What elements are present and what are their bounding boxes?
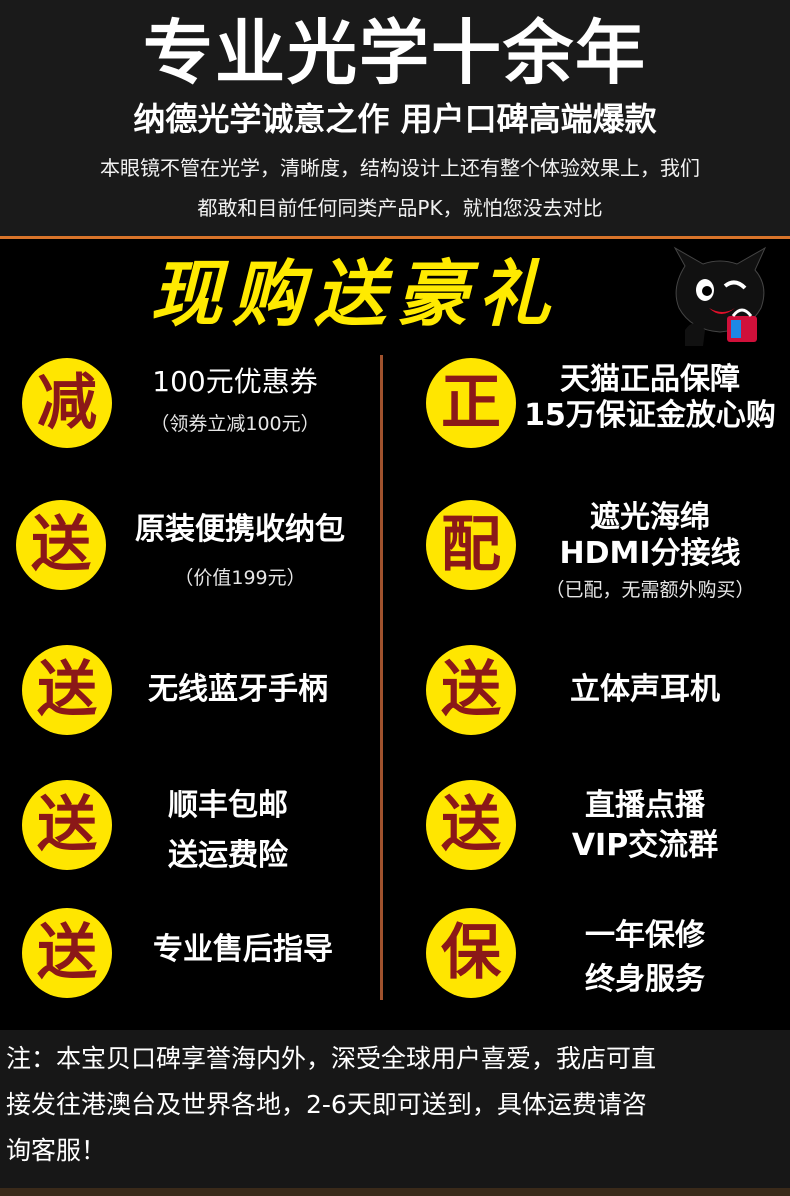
note-line-1: 注：本宝贝口碑享誉海内外，深受全球用户喜爱，我店可直 bbox=[6, 1044, 657, 1073]
desc-line-2: 都敢和目前任何同类产品PK，就怕您没去对比 bbox=[197, 196, 603, 220]
badge-included: 配 bbox=[426, 500, 516, 590]
bottom-edge bbox=[0, 1188, 790, 1196]
tmall-cat-icon bbox=[673, 246, 767, 346]
coupon-title: 100元优惠券 bbox=[152, 365, 318, 398]
page-subtitle: 纳德光学诚意之作 用户口碑高端爆款 bbox=[133, 100, 657, 138]
bag-note: （价值199元） bbox=[174, 567, 306, 589]
genuine-title: 天猫正品保障 bbox=[560, 362, 740, 397]
note-line-3: 询客服！ bbox=[6, 1136, 107, 1165]
hdmi-title: HDMI分接线 bbox=[559, 536, 741, 571]
badge-gift-5: 送 bbox=[426, 645, 516, 735]
badge-gift-3: 送 bbox=[22, 780, 112, 870]
badge-warranty: 保 bbox=[426, 908, 516, 998]
controller-title: 无线蓝牙手柄 bbox=[148, 672, 328, 707]
shipping-title: 顺丰包邮 bbox=[168, 788, 288, 823]
column-divider bbox=[380, 355, 383, 1000]
service-title: 终身服务 bbox=[585, 962, 705, 997]
badge-gift-1: 送 bbox=[16, 500, 106, 590]
vip-title: VIP交流群 bbox=[571, 828, 719, 863]
coupon-note: （领券立减100元） bbox=[150, 413, 320, 435]
note-text: 注：本宝贝口碑享誉海内外，深受全球用户喜爱，我店可直 接发往港澳台及世界各地，2… bbox=[6, 1036, 786, 1174]
included-note: （已配，无需额外购买） bbox=[545, 579, 755, 601]
desc-line-1: 本眼镜不管在光学，清晰度，结构设计上还有整个体验效果上，我们 bbox=[100, 156, 700, 180]
warranty-title: 一年保修 bbox=[585, 918, 705, 953]
earphone-title: 立体声耳机 bbox=[570, 672, 720, 707]
note-line-2: 接发往港澳台及世界各地，2-6天即可送到，具体运费请咨 bbox=[6, 1090, 647, 1119]
gift-title: 现购送豪礼 bbox=[150, 251, 561, 336]
header-band bbox=[0, 0, 790, 236]
badge-gift-2: 送 bbox=[22, 645, 112, 735]
sponge-title: 遮光海绵 bbox=[590, 500, 710, 535]
bag-title: 原装便携收纳包 bbox=[135, 512, 345, 547]
aftersales-title: 专业售后指导 bbox=[153, 932, 333, 967]
genuine-deposit: 15万保证金放心购 bbox=[524, 398, 776, 433]
badge-genuine: 正 bbox=[426, 358, 516, 448]
header-description: 本眼镜不管在光学，清晰度，结构设计上还有整个体验效果上，我们 都敢和目前任何同类… bbox=[30, 148, 770, 228]
badge-gift-6: 送 bbox=[426, 780, 516, 870]
badge-gift-4: 送 bbox=[22, 908, 112, 998]
shipping-insurance: 送运费险 bbox=[168, 838, 288, 873]
badge-reduce: 减 bbox=[22, 358, 112, 448]
note-band bbox=[0, 1030, 790, 1188]
divider-line bbox=[0, 236, 790, 239]
live-title: 直播点播 bbox=[585, 788, 705, 823]
page-title: 专业光学十余年 bbox=[143, 12, 647, 94]
